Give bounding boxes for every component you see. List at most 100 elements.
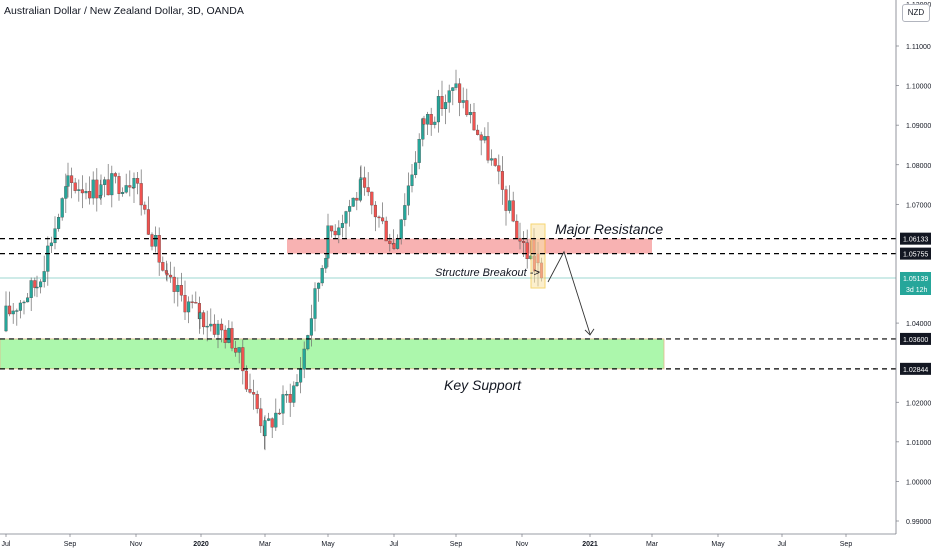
- candle-up[interactable]: [433, 116, 437, 129]
- candle-down[interactable]: [8, 291, 12, 317]
- candle-down[interactable]: [288, 383, 292, 417]
- candle-up[interactable]: [326, 213, 330, 268]
- candle-down[interactable]: [373, 201, 377, 232]
- candle-down[interactable]: [476, 124, 480, 136]
- candle-down[interactable]: [493, 157, 497, 167]
- candle-up[interactable]: [468, 103, 472, 124]
- candle-down[interactable]: [355, 192, 359, 211]
- candle-up[interactable]: [508, 185, 512, 214]
- candle-down[interactable]: [157, 227, 161, 276]
- candle-down[interactable]: [252, 379, 256, 410]
- candle-up[interactable]: [205, 310, 209, 342]
- candle-down[interactable]: [486, 122, 490, 164]
- candle-down[interactable]: [161, 256, 165, 272]
- candle-up[interactable]: [324, 253, 328, 273]
- candle-up[interactable]: [198, 310, 202, 329]
- candle-down[interactable]: [223, 325, 227, 349]
- candle-down[interactable]: [458, 78, 462, 117]
- candle-up[interactable]: [26, 293, 30, 303]
- candle-down[interactable]: [183, 280, 187, 321]
- candle-up[interactable]: [436, 89, 440, 133]
- candle-down[interactable]: [73, 177, 77, 194]
- candle-down[interactable]: [136, 171, 140, 195]
- candle-up[interactable]: [490, 149, 494, 166]
- candle-up[interactable]: [344, 210, 348, 239]
- candle-down[interactable]: [33, 277, 37, 297]
- plot-pane[interactable]: [0, 0, 896, 534]
- candle-down[interactable]: [220, 318, 224, 343]
- candle-down[interactable]: [165, 263, 169, 282]
- candle-up[interactable]: [237, 347, 241, 364]
- candle-down[interactable]: [117, 172, 121, 201]
- candle-down[interactable]: [277, 408, 281, 416]
- candle-down[interactable]: [384, 216, 388, 242]
- candle-up[interactable]: [46, 236, 50, 286]
- candle-down[interactable]: [518, 222, 522, 250]
- candle-up[interactable]: [216, 319, 220, 349]
- candle-up[interactable]: [313, 282, 317, 332]
- candle-down[interactable]: [381, 202, 385, 225]
- candle-up[interactable]: [351, 197, 355, 208]
- candle-up[interactable]: [57, 213, 61, 232]
- candle-up[interactable]: [15, 308, 19, 326]
- candle-down[interactable]: [113, 171, 117, 184]
- candle-down[interactable]: [377, 215, 381, 228]
- candle-up[interactable]: [176, 277, 180, 307]
- candle-up[interactable]: [77, 179, 81, 202]
- candle-down[interactable]: [190, 294, 194, 309]
- candle-down[interactable]: [255, 390, 259, 414]
- candle-up[interactable]: [295, 374, 299, 387]
- candle-down[interactable]: [230, 321, 234, 352]
- candle-up[interactable]: [447, 84, 451, 113]
- candle-up[interactable]: [35, 275, 39, 298]
- candle-up[interactable]: [306, 334, 310, 351]
- candle-down[interactable]: [500, 156, 504, 205]
- candle-up[interactable]: [4, 291, 8, 333]
- candle-up[interactable]: [42, 255, 46, 288]
- candle-down[interactable]: [522, 231, 526, 258]
- candle-down[interactable]: [259, 397, 263, 433]
- candle-down[interactable]: [440, 80, 444, 116]
- candle-down[interactable]: [212, 314, 216, 338]
- candle-down[interactable]: [472, 103, 476, 131]
- candle-down[interactable]: [370, 191, 374, 215]
- candle-up[interactable]: [348, 199, 352, 227]
- candle-up[interactable]: [414, 151, 418, 179]
- candle-up[interactable]: [209, 308, 213, 332]
- candle-up[interactable]: [84, 182, 88, 200]
- candle-up[interactable]: [340, 214, 344, 238]
- candle-up[interactable]: [22, 300, 26, 315]
- candle-up[interactable]: [403, 193, 407, 227]
- candle-up[interactable]: [53, 216, 57, 250]
- candle-down[interactable]: [333, 224, 337, 240]
- candle-up[interactable]: [359, 165, 363, 195]
- candle-down[interactable]: [429, 107, 433, 136]
- candle-up[interactable]: [410, 163, 414, 193]
- candle-down[interactable]: [366, 172, 370, 197]
- candle-down[interactable]: [511, 191, 515, 223]
- candle-up[interactable]: [451, 87, 455, 106]
- candle-down[interactable]: [465, 88, 469, 117]
- candle-up[interactable]: [121, 187, 125, 197]
- candle-up[interactable]: [66, 162, 70, 198]
- candle-up[interactable]: [309, 304, 313, 347]
- candle-up[interactable]: [18, 300, 22, 319]
- candle-down[interactable]: [172, 266, 176, 304]
- candle-down[interactable]: [143, 201, 147, 215]
- candle-down[interactable]: [422, 115, 426, 136]
- candle-down[interactable]: [244, 365, 248, 392]
- candle-up[interactable]: [337, 220, 341, 244]
- candle-down[interactable]: [497, 154, 501, 185]
- candle-down[interactable]: [179, 272, 183, 302]
- candle-up[interactable]: [132, 172, 136, 204]
- candle-down[interactable]: [169, 261, 173, 283]
- candle-up[interactable]: [406, 172, 410, 216]
- candle-down[interactable]: [504, 185, 508, 226]
- candle-up[interactable]: [292, 381, 296, 408]
- candle-down[interactable]: [95, 168, 99, 212]
- candle-up[interactable]: [426, 111, 430, 136]
- candle-down[interactable]: [388, 233, 392, 252]
- candle-down[interactable]: [479, 131, 483, 156]
- candle-up[interactable]: [60, 197, 64, 221]
- candle-down[interactable]: [128, 170, 132, 197]
